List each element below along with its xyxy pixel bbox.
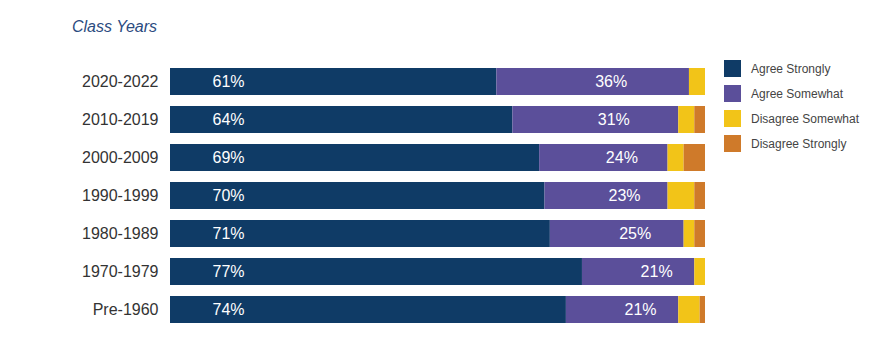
svg-text:2020-2022: 2020-2022 (82, 73, 159, 90)
html-text:Disagree Somewhat: Disagree Somewhat (751, 111, 860, 126)
svg-text:1970-1979: 1970-1979 (82, 263, 159, 280)
svg-text:25%: 25% (619, 225, 651, 242)
svg-text:1990-1999: 1990-1999 (82, 187, 159, 204)
svg-text:2000-2009: 2000-2009 (82, 149, 159, 166)
svg-text:23%: 23% (609, 187, 641, 204)
svg-text:61%: 61% (213, 73, 245, 90)
svg-text:70%: 70% (213, 187, 245, 204)
svg-text:31%: 31% (598, 111, 630, 128)
svg-text:21%: 21% (625, 301, 657, 318)
svg-text:Pre-1960: Pre-1960 (93, 301, 159, 318)
html-text:Agree Somewhat: Agree Somewhat (751, 86, 844, 101)
html-text:Agree Strongly: Agree Strongly (751, 61, 831, 76)
svg-text:21%: 21% (641, 263, 673, 280)
html-text:Disagree Strongly: Disagree Strongly (751, 136, 847, 151)
svg-text:64%: 64% (213, 111, 245, 128)
svg-text:24%: 24% (606, 149, 638, 166)
svg-text:69%: 69% (213, 149, 245, 166)
html-text:Class Years: Class Years (72, 18, 158, 35)
svg-text:71%: 71% (213, 225, 245, 242)
svg-text:74%: 74% (213, 301, 245, 318)
svg-text:36%: 36% (595, 73, 627, 90)
svg-text:2010-2019: 2010-2019 (82, 111, 159, 128)
svg-text:1980-1989: 1980-1989 (82, 225, 159, 242)
svg-text:77%: 77% (213, 263, 245, 280)
